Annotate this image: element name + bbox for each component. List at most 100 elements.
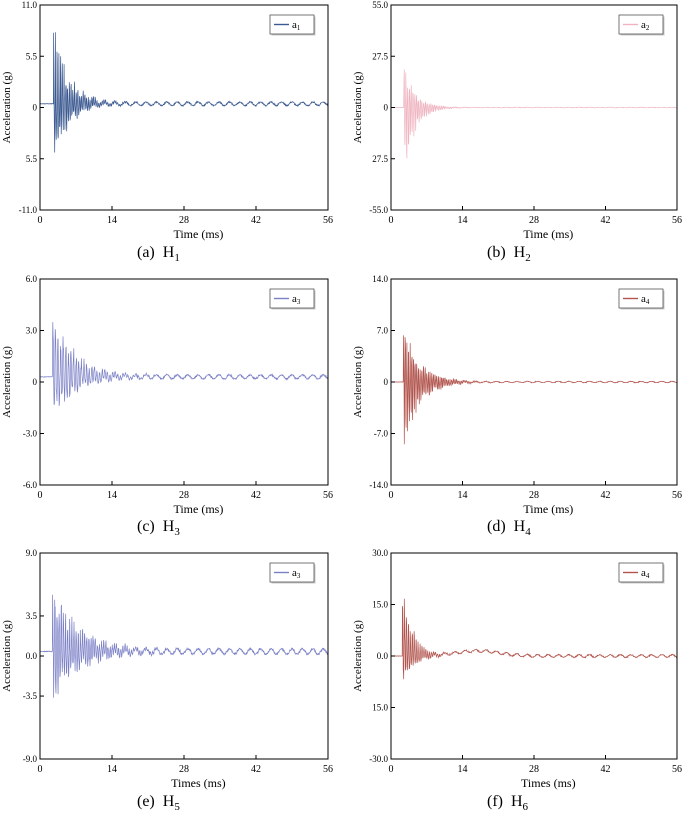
x-tick-label: 28: [179, 215, 189, 226]
y-axis-label: Acceleration (g): [352, 346, 364, 418]
legend-label: a3: [292, 293, 301, 306]
y-tick-label: -11.0: [19, 205, 38, 215]
legend-label: a2: [641, 19, 650, 32]
caption-sub: 5: [174, 801, 180, 814]
x-tick-label: 56: [672, 764, 682, 775]
x-axis-label: Time (ms): [523, 502, 573, 516]
caption-c: (c) H3: [137, 518, 180, 538]
series-line-a3: [39, 594, 329, 698]
legend-label-sub: 4: [646, 298, 650, 306]
y-tick-label: 0.0: [26, 651, 38, 661]
chart-panel-d: -14.0 -7.0 0 7.0 14.0 0 14 28 42 56 Time (ms) Accel…: [352, 274, 682, 516]
caption-sub: 1: [174, 252, 180, 265]
y-tick-label: -3.0: [23, 429, 38, 439]
caption-main: H: [510, 793, 523, 810]
legend-label-sub: 1: [297, 24, 301, 32]
y-tick-label: 11.0: [22, 0, 38, 10]
chart-panel-e: -9.0 -3.5 0.0 3.5 9.0 0 14 28 42 56 Times (ms) Acce…: [1, 548, 333, 790]
x-tick-label: 14: [107, 490, 117, 501]
y-tick-label: 3.0: [26, 326, 38, 336]
legend-box: [618, 288, 664, 309]
caption-label: (a): [137, 244, 155, 261]
series-line-a4: [390, 335, 678, 445]
x-tick-label: 0: [389, 764, 394, 775]
caption-main: H: [162, 244, 175, 261]
caption-sub: 3: [174, 526, 180, 539]
x-axis-label: Time (ms): [173, 227, 223, 241]
legend-label-sub: 3: [297, 572, 301, 580]
y-axis-label: Acceleration (g): [352, 620, 364, 692]
legend: a1: [269, 14, 316, 36]
x-tick-label: 56: [323, 490, 333, 501]
x-tick-label: 42: [251, 215, 261, 226]
series-line-a3: [40, 322, 329, 406]
y-tick-label: 0: [33, 377, 38, 387]
x-axis-label: Times (ms): [171, 776, 226, 790]
caption-a: (a) H1: [137, 244, 180, 264]
chart-panel-f: -30.0 15.0 0.0 15.0 30.0 0 14 28 42 56 Times (ms) A…: [352, 548, 682, 790]
caption-main: H: [513, 518, 526, 535]
x-tick-label: 0: [38, 764, 43, 775]
x-tick-label: 42: [601, 215, 611, 226]
caption-sub: 2: [525, 252, 531, 265]
y-tick-label: 0: [384, 377, 389, 387]
caption-main: H: [162, 518, 175, 535]
x-tick-label: 28: [529, 490, 539, 501]
caption-label: (c): [137, 518, 155, 535]
y-tick-label: 5.5: [26, 154, 38, 164]
y-tick-label: 14.0: [372, 274, 388, 284]
y-tick-label: 55.0: [372, 0, 388, 10]
caption-e: (e) H5: [137, 793, 180, 813]
y-tick-label: 0: [384, 103, 389, 113]
legend-label: a4: [641, 567, 650, 580]
x-tick-label: 28: [179, 490, 189, 501]
y-tick-label: -3.5: [23, 691, 38, 701]
y-tick-label: -6.0: [23, 480, 38, 490]
x-tick-label: 14: [107, 215, 117, 226]
x-tick-label: 42: [601, 764, 611, 775]
x-tick-label: 28: [179, 764, 189, 775]
y-tick-label: 5.5: [26, 51, 38, 61]
x-tick-label: 0: [389, 215, 394, 226]
y-tick-label: 0.0: [377, 651, 389, 661]
x-tick-label: 28: [529, 764, 539, 775]
y-tick-label: -7.0: [374, 429, 389, 439]
x-tick-label: 0: [38, 490, 43, 501]
x-tick-label: 14: [107, 764, 117, 775]
series-line-a4: [390, 598, 678, 680]
legend-label: a3: [292, 567, 301, 580]
series-line-a2: [391, 69, 678, 159]
caption-sub: 4: [525, 526, 531, 539]
y-tick-label: 3.5: [26, 611, 38, 621]
chart-panel-c: -6.0 -3.0 0 3.0 6.0 0 14 28 42 56 Time (ms) Acceler…: [1, 274, 333, 516]
y-tick-label: -14.0: [369, 480, 388, 490]
y-tick-label: 9.0: [26, 548, 38, 558]
legend-label-sub: 4: [646, 572, 650, 580]
caption-label: (f): [487, 793, 503, 810]
legend: a2: [618, 14, 665, 36]
x-axis-label: Times (ms): [521, 776, 576, 790]
caption-label: (e): [137, 793, 155, 810]
y-tick-label: -30.0: [369, 754, 388, 764]
x-tick-label: 42: [601, 490, 611, 501]
legend: a4: [618, 562, 665, 584]
x-axis-label: Time (ms): [173, 502, 223, 516]
y-tick-label: -55.0: [369, 205, 388, 215]
y-tick-label: 15.0: [372, 600, 388, 610]
legend-label-sub: 2: [646, 24, 650, 32]
x-tick-label: 56: [672, 215, 682, 226]
legend-label-sub: 3: [297, 298, 301, 306]
y-axis-label: Acceleration (g): [352, 71, 364, 143]
caption-sub: 6: [522, 801, 529, 814]
legend-box: [269, 288, 315, 309]
y-tick-label: 0: [33, 103, 38, 113]
y-tick-label: 27.5: [372, 51, 388, 61]
y-tick-label: 27.5: [372, 154, 388, 164]
x-tick-label: 14: [458, 215, 468, 226]
y-tick-label: 7.0: [377, 326, 389, 336]
chart-panel-a: -11.0 5.5 0 5.5 11.0 0 14 28 42 56 Time (ms) Accele…: [1, 0, 333, 241]
x-axis-label: Time (ms): [523, 227, 573, 241]
legend-box: [269, 14, 315, 35]
caption-main: H: [162, 793, 175, 810]
y-axis-label: Acceleration (g): [1, 620, 13, 692]
